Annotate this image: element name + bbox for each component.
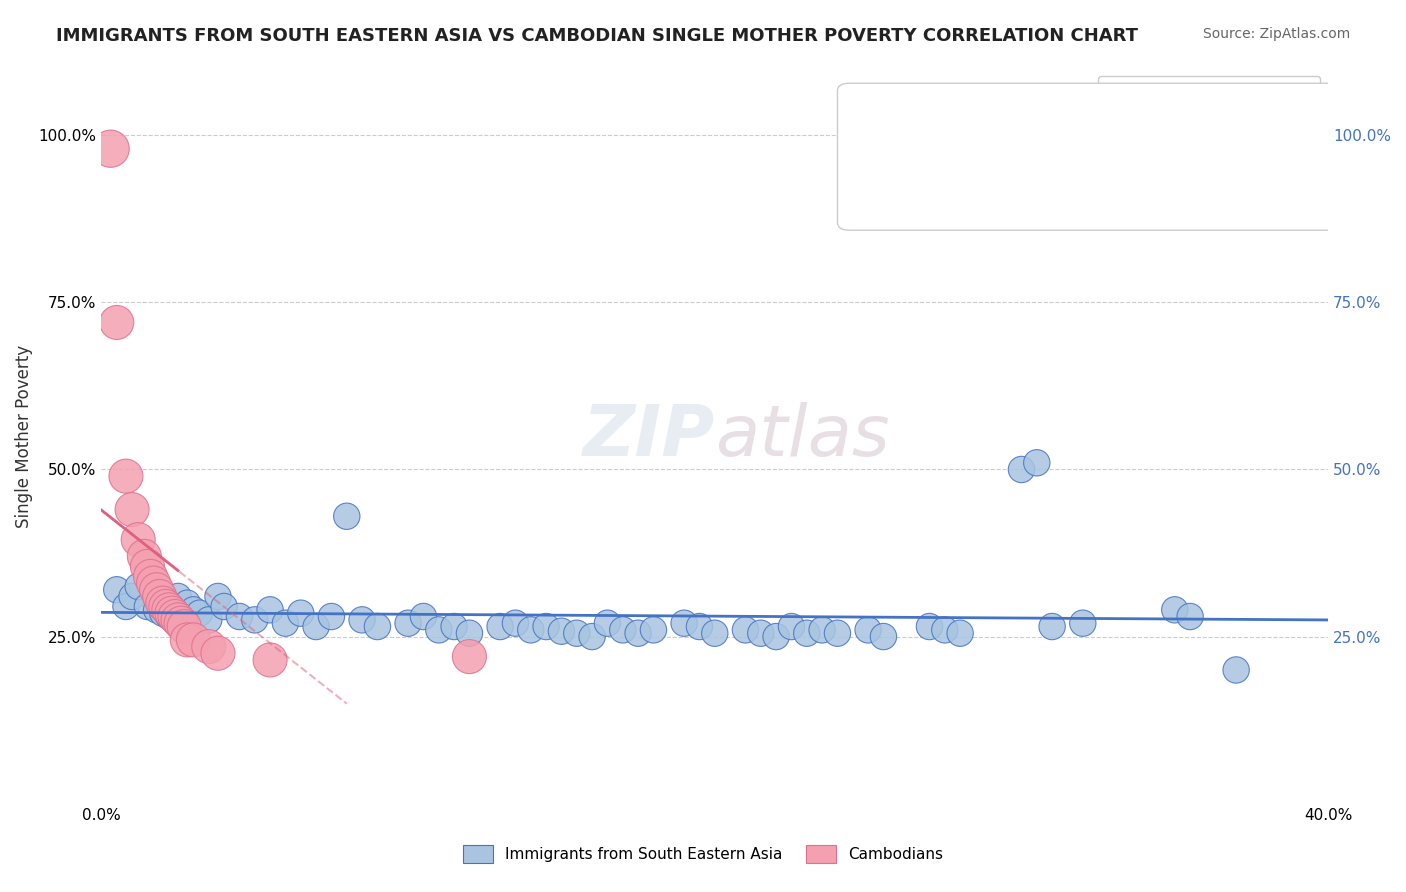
Point <box>780 619 803 633</box>
Point <box>827 626 849 640</box>
Point <box>105 316 128 330</box>
Point <box>259 653 281 667</box>
Point <box>1164 603 1187 617</box>
Point <box>1010 462 1032 476</box>
Point <box>1225 663 1247 677</box>
Point <box>550 624 572 639</box>
Point <box>152 606 174 620</box>
Point <box>136 599 159 614</box>
Text: atlas: atlas <box>714 401 890 471</box>
Point <box>183 603 205 617</box>
Y-axis label: Single Mother Poverty: Single Mother Poverty <box>15 344 32 528</box>
Point <box>149 590 172 604</box>
Point <box>749 626 772 640</box>
Point <box>127 579 149 593</box>
Point <box>856 623 879 637</box>
Point <box>176 596 198 610</box>
Point <box>305 619 328 633</box>
Point <box>145 582 167 597</box>
Point <box>121 502 143 516</box>
Point <box>458 626 481 640</box>
Legend: Immigrants from South Eastern Asia, Cambodians: Immigrants from South Eastern Asia, Camb… <box>450 832 956 875</box>
Point <box>1178 609 1201 624</box>
Point <box>197 613 219 627</box>
Point <box>673 616 696 631</box>
Point <box>274 616 297 631</box>
Point <box>173 619 195 633</box>
Point <box>336 509 359 524</box>
Point <box>949 626 972 640</box>
Point <box>127 533 149 547</box>
Point <box>145 603 167 617</box>
Point <box>505 616 527 631</box>
Point <box>152 596 174 610</box>
Point <box>934 623 956 637</box>
Point <box>100 142 122 156</box>
Point <box>170 616 193 631</box>
Point <box>121 590 143 604</box>
Text: Source: ZipAtlas.com: Source: ZipAtlas.com <box>1202 27 1350 41</box>
Point <box>176 632 198 647</box>
Point <box>1040 619 1063 633</box>
Point <box>290 606 312 620</box>
Point <box>212 599 235 614</box>
Point <box>366 619 388 633</box>
Point <box>136 559 159 574</box>
Text: IMMIGRANTS FROM SOUTH EASTERN ASIA VS CAMBODIAN SINGLE MOTHER POVERTY CORRELATIO: IMMIGRANTS FROM SOUTH EASTERN ASIA VS CA… <box>56 27 1139 45</box>
Point <box>157 603 180 617</box>
Point <box>627 626 650 640</box>
Point <box>188 606 211 620</box>
Point <box>1071 616 1094 631</box>
Point <box>207 590 229 604</box>
Point <box>243 613 266 627</box>
Point <box>167 590 190 604</box>
Point <box>765 630 787 644</box>
Point <box>596 616 619 631</box>
Point <box>520 623 543 637</box>
Point <box>581 630 603 644</box>
Legend: R = -0.036    N = 63, R =  0.484    N = 25: R = -0.036 N = 63, R = 0.484 N = 25 <box>1098 76 1320 145</box>
Point <box>142 576 165 591</box>
Point <box>105 582 128 597</box>
Point <box>412 609 434 624</box>
Point <box>259 603 281 617</box>
Point <box>565 626 588 640</box>
FancyBboxPatch shape <box>838 83 1353 230</box>
Text: ZIP: ZIP <box>582 401 714 471</box>
Point <box>534 619 557 633</box>
Point <box>427 623 450 637</box>
Point <box>115 599 138 614</box>
Point <box>458 649 481 664</box>
Point <box>197 640 219 654</box>
Point <box>163 609 186 624</box>
Point <box>1025 456 1047 470</box>
Point <box>115 469 138 483</box>
Point <box>167 613 190 627</box>
Point <box>612 623 634 637</box>
Point <box>139 569 162 583</box>
Point <box>160 606 183 620</box>
Point <box>811 623 834 637</box>
Point <box>489 619 512 633</box>
Point <box>643 623 665 637</box>
Point <box>703 626 725 640</box>
Point <box>183 632 205 647</box>
Point <box>321 609 343 624</box>
Point <box>918 619 941 633</box>
Point <box>155 599 177 614</box>
Point <box>396 616 419 631</box>
Point <box>228 609 250 624</box>
Point <box>688 619 710 633</box>
Point <box>872 630 894 644</box>
Point <box>443 619 465 633</box>
Point <box>157 609 180 624</box>
Point <box>207 646 229 660</box>
Point <box>352 613 374 627</box>
Point <box>134 549 156 564</box>
Point <box>734 623 756 637</box>
Point <box>796 626 818 640</box>
